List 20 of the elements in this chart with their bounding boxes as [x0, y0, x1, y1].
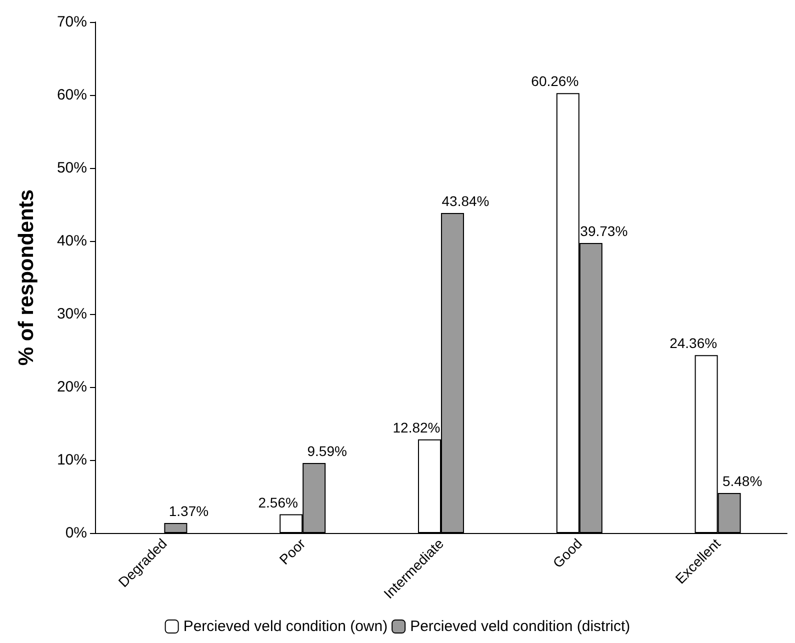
y-tick-label: 60% [56, 86, 87, 104]
legend-label: Percieved veld condition (own) [183, 618, 388, 635]
data-label: 1.37% [168, 503, 209, 519]
data-label: 9.59% [307, 442, 347, 459]
data-label: 2.56% [258, 494, 298, 510]
y-tick-label: 0% [65, 524, 87, 542]
data-label: 60.26% [531, 73, 579, 90]
data-label: 39.73% [580, 222, 628, 239]
data-label: 12.82% [392, 419, 440, 436]
data-label: 5.48% [722, 472, 762, 489]
data-label: 24.36% [670, 335, 718, 352]
y-tick-label: 50% [56, 160, 87, 176]
y-tick-label: 20% [56, 378, 87, 396]
data-label: 43.84% [442, 192, 490, 209]
y-tick-label: 30% [56, 306, 87, 322]
y-tick-label: 10% [56, 452, 87, 468]
legend-label: Percieved veld condition (district) [410, 618, 630, 635]
y-axis-title: % of respondents [15, 189, 38, 366]
y-tick-label: 40% [56, 232, 87, 250]
y-tick-label: 70% [56, 14, 87, 30]
